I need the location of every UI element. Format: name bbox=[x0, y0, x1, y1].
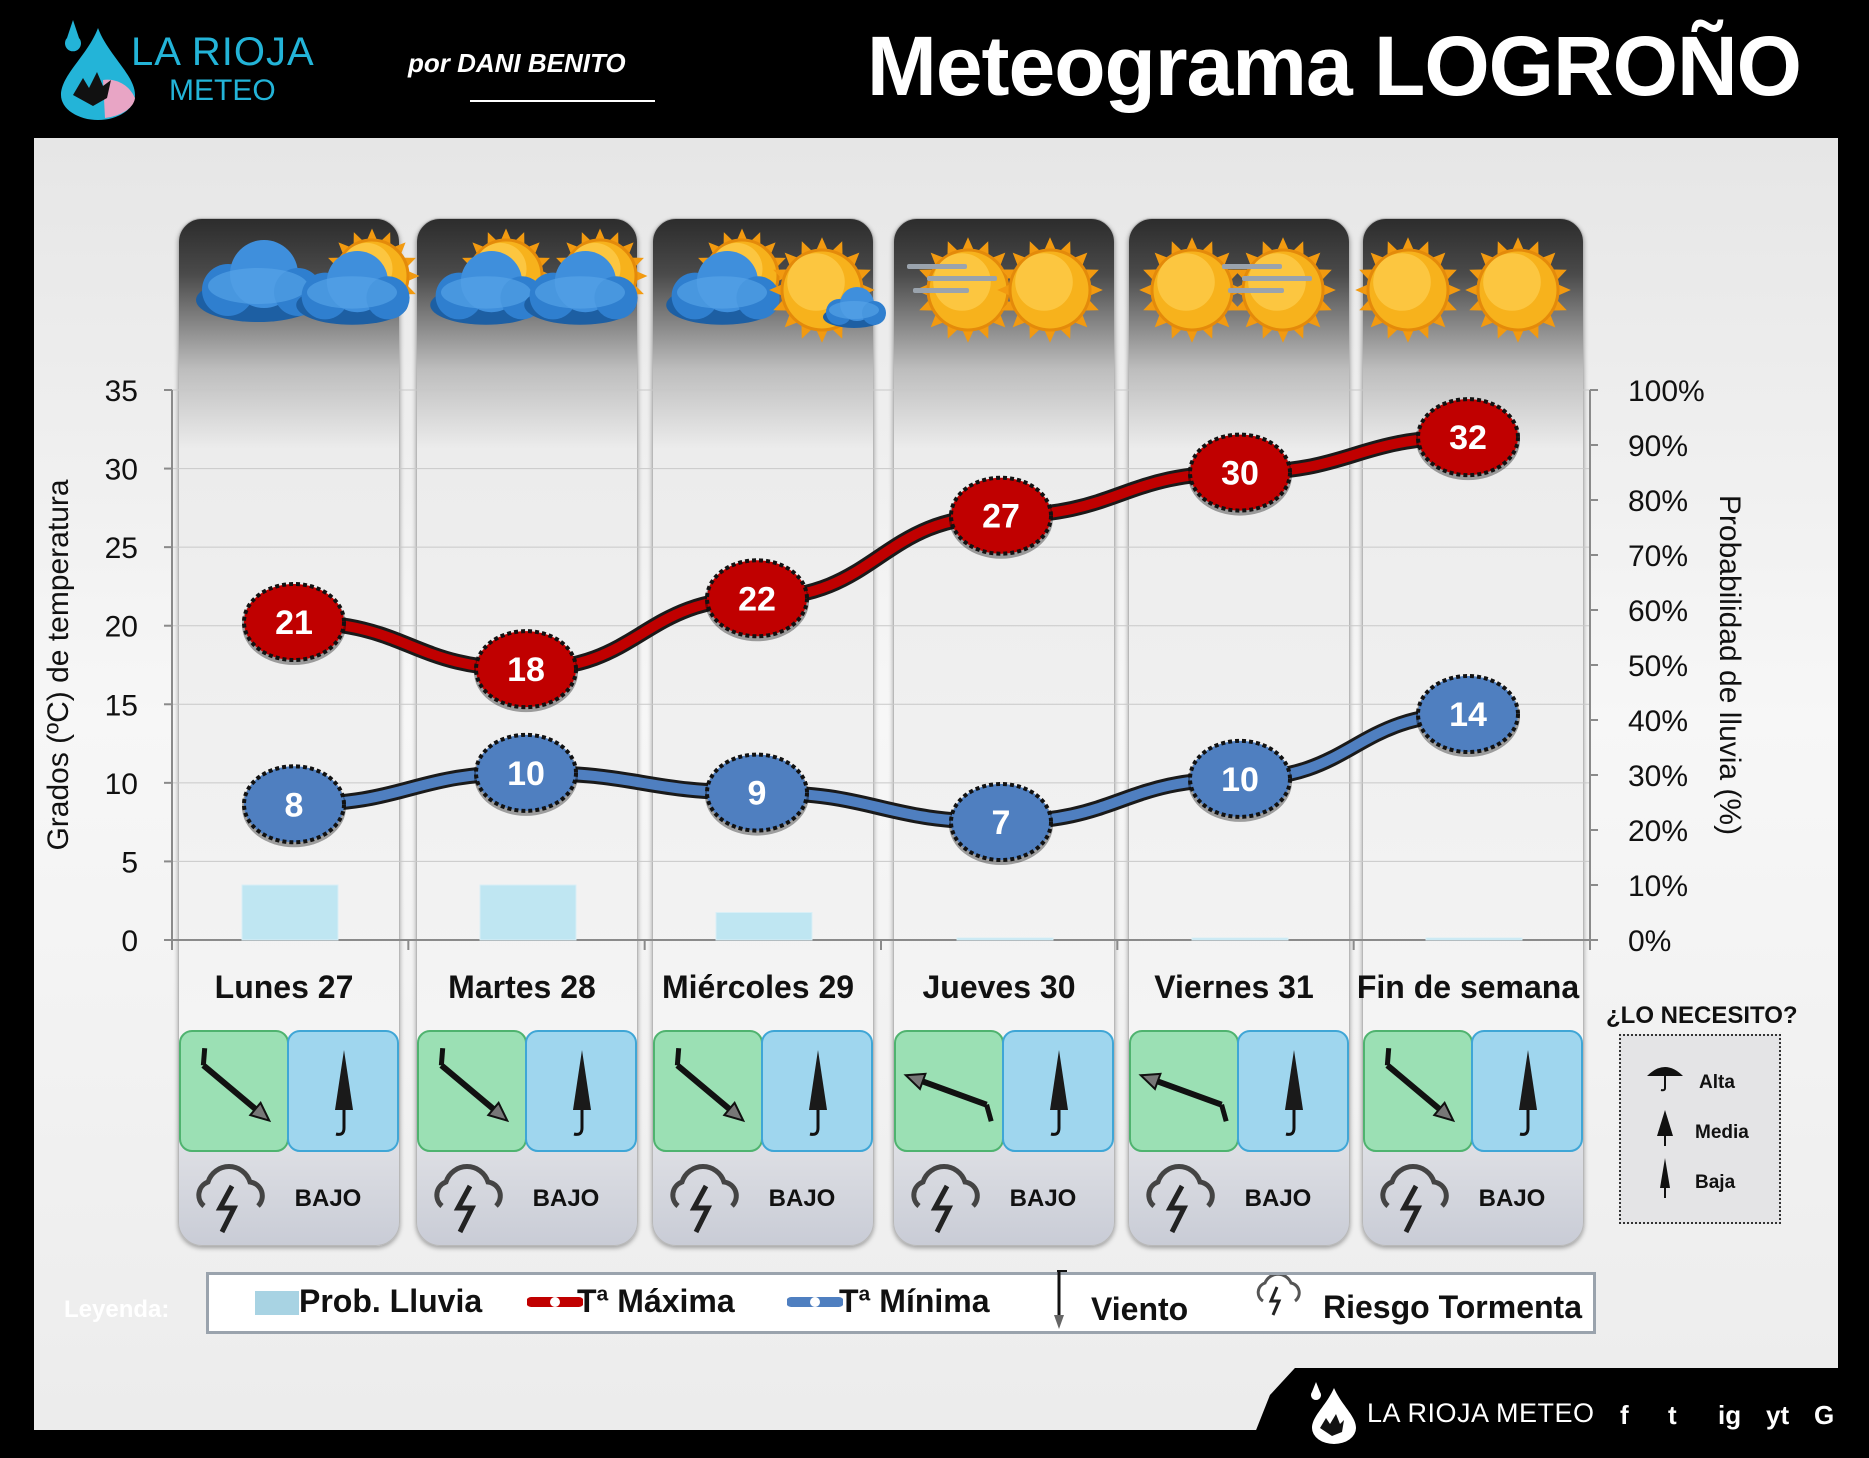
byline-underline bbox=[470, 100, 655, 102]
logo-title: LA RIOJA bbox=[131, 30, 315, 74]
need-legend-box: Alta Media Baja bbox=[1619, 1034, 1781, 1224]
need-label-baja: Baja bbox=[1695, 1172, 1736, 1193]
tmin-legend-swatch bbox=[787, 1297, 843, 1307]
day-column bbox=[178, 218, 400, 1246]
page-title: Meteograma LOGROÑO bbox=[866, 19, 1802, 113]
day-column bbox=[1128, 218, 1350, 1246]
legend-rain: Prob. Lluvia bbox=[299, 1283, 483, 1319]
umbrella-open-icon bbox=[1647, 1067, 1683, 1092]
umbrella-half-icon bbox=[1657, 1110, 1673, 1146]
rain-legend-swatch bbox=[255, 1291, 299, 1315]
logo: LA RIOJA METEO bbox=[45, 12, 335, 122]
header: LA RIOJA METEO por DANI BENITO Meteogram… bbox=[0, 0, 1869, 135]
logo-subtitle: METEO bbox=[169, 74, 276, 107]
social-icon[interactable]: ig bbox=[1718, 1400, 1742, 1430]
social-icon[interactable]: f bbox=[1620, 1400, 1629, 1430]
wind-legend-icon bbox=[1054, 1270, 1067, 1329]
day-column bbox=[1362, 218, 1584, 1246]
legend-tmax: Tª Máxima bbox=[577, 1283, 735, 1319]
legend-title: Leyenda: bbox=[64, 1296, 170, 1323]
footer-logo-icon bbox=[1311, 1382, 1356, 1444]
day-column bbox=[652, 218, 874, 1246]
byline: por DANI BENITO bbox=[408, 48, 626, 78]
need-title: ¿LO NECESITO? bbox=[1606, 1002, 1798, 1029]
legend-box: Prob. Lluvia Tª Máxima Tª Mínima Viento … bbox=[206, 1270, 1596, 1334]
logo-drop-icon bbox=[61, 20, 135, 120]
legend-wind: Viento bbox=[1091, 1291, 1189, 1327]
day-column bbox=[416, 218, 638, 1246]
legend-storm: Riesgo Tormenta bbox=[1323, 1289, 1582, 1325]
umbrella-closed-icon bbox=[1660, 1158, 1670, 1198]
need-label-media: Media bbox=[1695, 1122, 1749, 1143]
storm-legend-icon bbox=[1256, 1275, 1301, 1316]
tmax-legend-swatch bbox=[527, 1297, 583, 1307]
social-icon[interactable]: t bbox=[1668, 1400, 1677, 1430]
need-label-alta: Alta bbox=[1699, 1072, 1735, 1093]
social-icon[interactable]: G bbox=[1814, 1400, 1835, 1430]
social-icon[interactable]: yt bbox=[1766, 1400, 1790, 1430]
legend-tmin: Tª Mínima bbox=[839, 1283, 990, 1319]
footer-brand: LA RIOJA METEO bbox=[1367, 1398, 1595, 1428]
day-column bbox=[893, 218, 1115, 1246]
